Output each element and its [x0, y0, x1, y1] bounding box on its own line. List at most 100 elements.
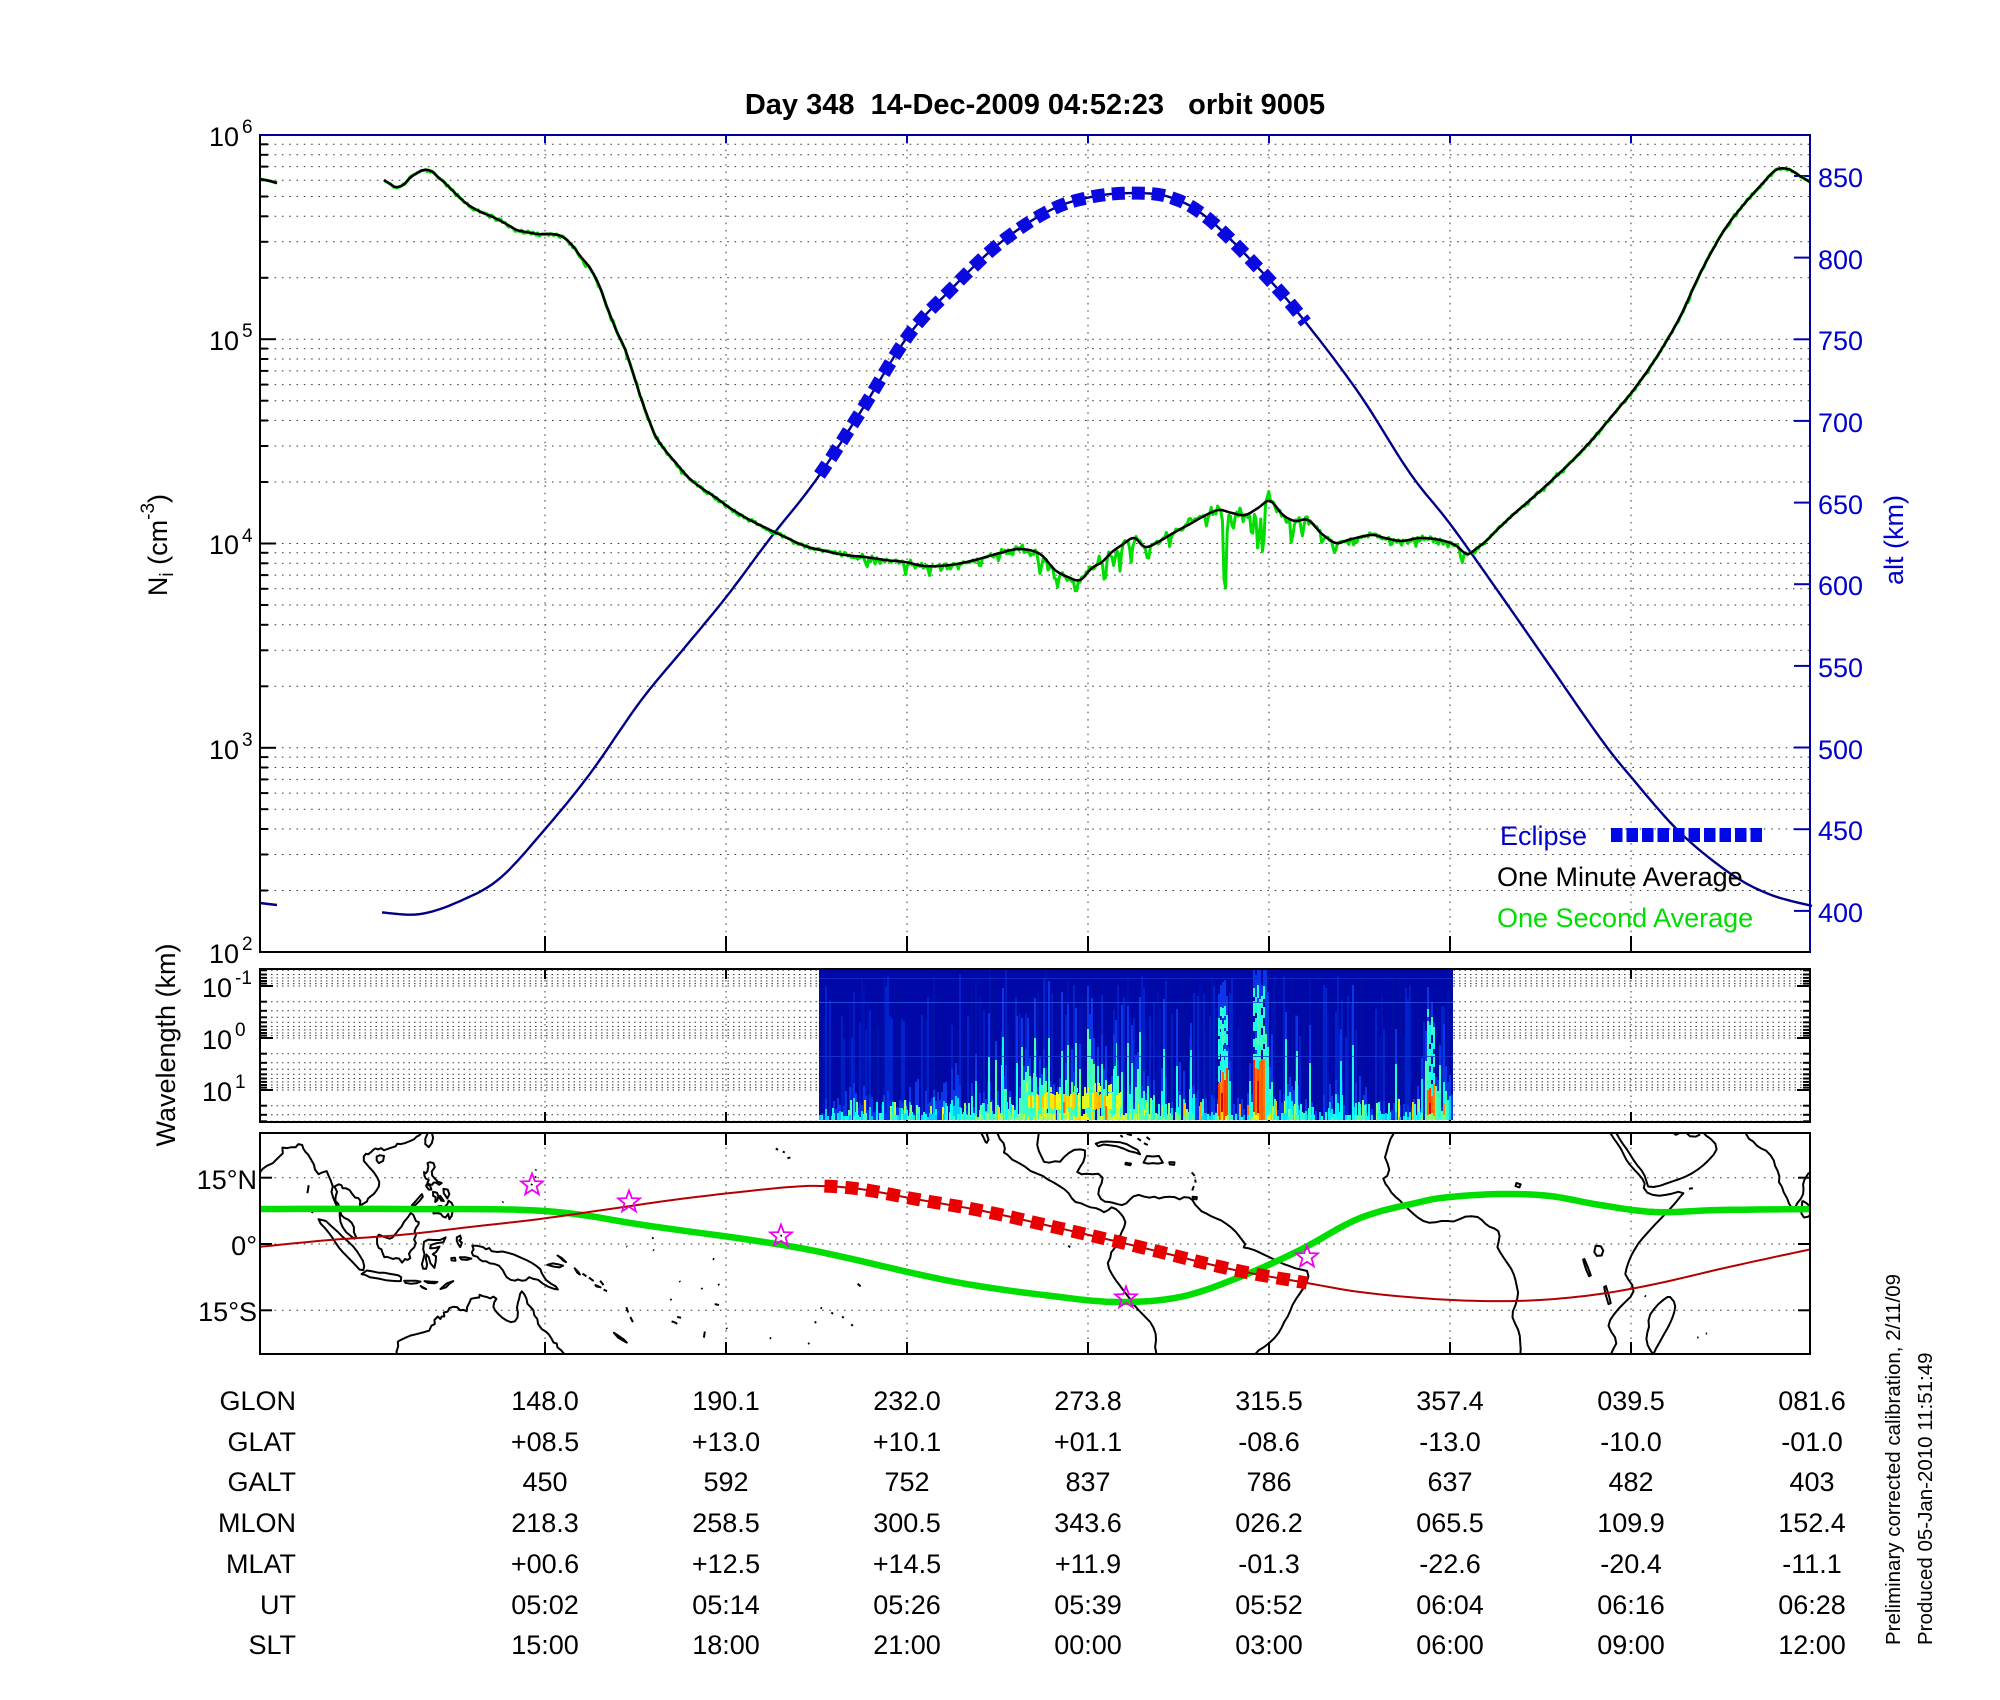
svg-text:06:00: 06:00	[1416, 1630, 1484, 1660]
svg-text:273.8: 273.8	[1054, 1386, 1122, 1416]
svg-text:218.3: 218.3	[511, 1508, 579, 1538]
svg-text:GLAT: GLAT	[227, 1427, 296, 1457]
svg-text:-13.0: -13.0	[1419, 1427, 1481, 1457]
svg-text:152.4: 152.4	[1778, 1508, 1846, 1538]
svg-text:750: 750	[1818, 326, 1863, 356]
svg-text:10: 10	[209, 122, 239, 152]
svg-text:482: 482	[1608, 1467, 1653, 1497]
svg-text:06:16: 06:16	[1597, 1590, 1665, 1620]
svg-text:2: 2	[242, 934, 253, 955]
svg-text:-01.0: -01.0	[1781, 1427, 1843, 1457]
svg-text:190.1: 190.1	[692, 1386, 760, 1416]
svg-text:Wavelength (km): Wavelength (km)	[151, 943, 181, 1146]
svg-text:Preliminary corrected calibrat: Preliminary corrected calibration, 2/11/…	[1882, 1274, 1905, 1645]
svg-text:SLT: SLT	[248, 1630, 296, 1660]
svg-text:05:39: 05:39	[1054, 1590, 1122, 1620]
svg-text:+12.5: +12.5	[692, 1549, 760, 1579]
svg-text:752: 752	[884, 1467, 929, 1497]
svg-text:-01.3: -01.3	[1238, 1549, 1300, 1579]
svg-text:-11.1: -11.1	[1782, 1549, 1842, 1579]
svg-text:05:14: 05:14	[692, 1590, 760, 1620]
svg-text:258.5: 258.5	[692, 1508, 760, 1538]
svg-text:10: 10	[202, 1025, 232, 1055]
svg-text:600: 600	[1818, 571, 1863, 601]
svg-text:500: 500	[1818, 735, 1863, 765]
svg-text:Day 348 14-Dec-2009 04:52:23: Day 348 14-Dec-2009 04:52:23 orbit 9005	[745, 89, 1325, 121]
svg-text:Eclipse: Eclipse	[1500, 821, 1587, 851]
svg-text:065.5: 065.5	[1416, 1508, 1484, 1538]
svg-text:10: 10	[209, 939, 239, 969]
svg-text:232.0: 232.0	[873, 1386, 941, 1416]
svg-text:592: 592	[703, 1467, 748, 1497]
svg-text:357.4: 357.4	[1416, 1386, 1484, 1416]
svg-text:18:00: 18:00	[692, 1630, 760, 1660]
svg-text:05:02: 05:02	[511, 1590, 579, 1620]
svg-text:837: 837	[1065, 1467, 1110, 1497]
svg-text:450: 450	[1818, 816, 1863, 846]
svg-text:12:00: 12:00	[1778, 1630, 1846, 1660]
svg-text:0°: 0°	[231, 1231, 257, 1261]
svg-text:343.6: 343.6	[1054, 1508, 1122, 1538]
svg-text:10: 10	[209, 326, 239, 356]
svg-text:Produced 05-Jan-2010 11:51:49: Produced 05-Jan-2010 11:51:49	[1914, 1352, 1937, 1645]
svg-text:4: 4	[242, 526, 253, 547]
svg-text:081.6: 081.6	[1778, 1386, 1846, 1416]
svg-text:One Second Average: One Second Average	[1497, 903, 1753, 933]
svg-text:0: 0	[235, 1020, 246, 1041]
svg-text:+08.5: +08.5	[511, 1427, 579, 1457]
svg-text:1: 1	[235, 1072, 246, 1093]
svg-text:+01.1: +01.1	[1054, 1427, 1122, 1457]
svg-text:Ni (cm-3): Ni (cm-3)	[138, 494, 178, 596]
svg-text:3: 3	[242, 730, 253, 751]
svg-text:10: 10	[209, 735, 239, 765]
svg-text:800: 800	[1818, 245, 1863, 275]
svg-text:15:00: 15:00	[511, 1630, 579, 1660]
svg-text:05:52: 05:52	[1235, 1590, 1303, 1620]
svg-text:MLON: MLON	[218, 1508, 296, 1538]
svg-text:15°S: 15°S	[198, 1297, 257, 1327]
svg-text:09:00: 09:00	[1597, 1630, 1665, 1660]
svg-text:One Minute Average: One Minute Average	[1497, 862, 1743, 892]
svg-text:21:00: 21:00	[873, 1630, 941, 1660]
svg-text:06:28: 06:28	[1778, 1590, 1846, 1620]
svg-text:GLON: GLON	[219, 1386, 296, 1416]
svg-text:315.5: 315.5	[1235, 1386, 1303, 1416]
svg-text:6: 6	[242, 117, 253, 138]
svg-text:403: 403	[1789, 1467, 1834, 1497]
svg-text:650: 650	[1818, 490, 1863, 520]
svg-text:026.2: 026.2	[1235, 1508, 1303, 1538]
svg-text:UT: UT	[260, 1590, 296, 1620]
svg-text:148.0: 148.0	[511, 1386, 579, 1416]
svg-text:GALT: GALT	[227, 1467, 296, 1497]
svg-text:550: 550	[1818, 653, 1863, 683]
svg-text:+11.9: +11.9	[1055, 1549, 1121, 1579]
svg-text:700: 700	[1818, 408, 1863, 438]
svg-text:-08.6: -08.6	[1238, 1427, 1300, 1457]
svg-text:-22.6: -22.6	[1419, 1549, 1481, 1579]
svg-text:109.9: 109.9	[1597, 1508, 1665, 1538]
svg-text:637: 637	[1427, 1467, 1472, 1497]
svg-text:10: 10	[202, 1077, 232, 1107]
svg-text:5: 5	[242, 321, 253, 342]
svg-text:alt (km): alt (km)	[1879, 495, 1909, 585]
svg-text:-20.4: -20.4	[1600, 1549, 1662, 1579]
svg-text:786: 786	[1246, 1467, 1291, 1497]
svg-text:400: 400	[1818, 898, 1863, 928]
svg-text:15°N: 15°N	[197, 1165, 257, 1195]
svg-text:-1: -1	[235, 968, 252, 989]
svg-text:00:00: 00:00	[1054, 1630, 1122, 1660]
svg-text:039.5: 039.5	[1597, 1386, 1665, 1416]
svg-text:05:26: 05:26	[873, 1590, 941, 1620]
svg-text:+00.6: +00.6	[511, 1549, 579, 1579]
svg-text:850: 850	[1818, 163, 1863, 193]
svg-text:300.5: 300.5	[873, 1508, 941, 1538]
svg-text:03:00: 03:00	[1235, 1630, 1303, 1660]
svg-text:06:04: 06:04	[1416, 1590, 1484, 1620]
svg-text:+14.5: +14.5	[873, 1549, 941, 1579]
svg-text:450: 450	[522, 1467, 567, 1497]
svg-text:+10.1: +10.1	[873, 1427, 941, 1457]
svg-text:10: 10	[202, 973, 232, 1003]
svg-text:-10.0: -10.0	[1600, 1427, 1662, 1457]
svg-text:MLAT: MLAT	[226, 1549, 296, 1579]
svg-text:10: 10	[209, 530, 239, 560]
